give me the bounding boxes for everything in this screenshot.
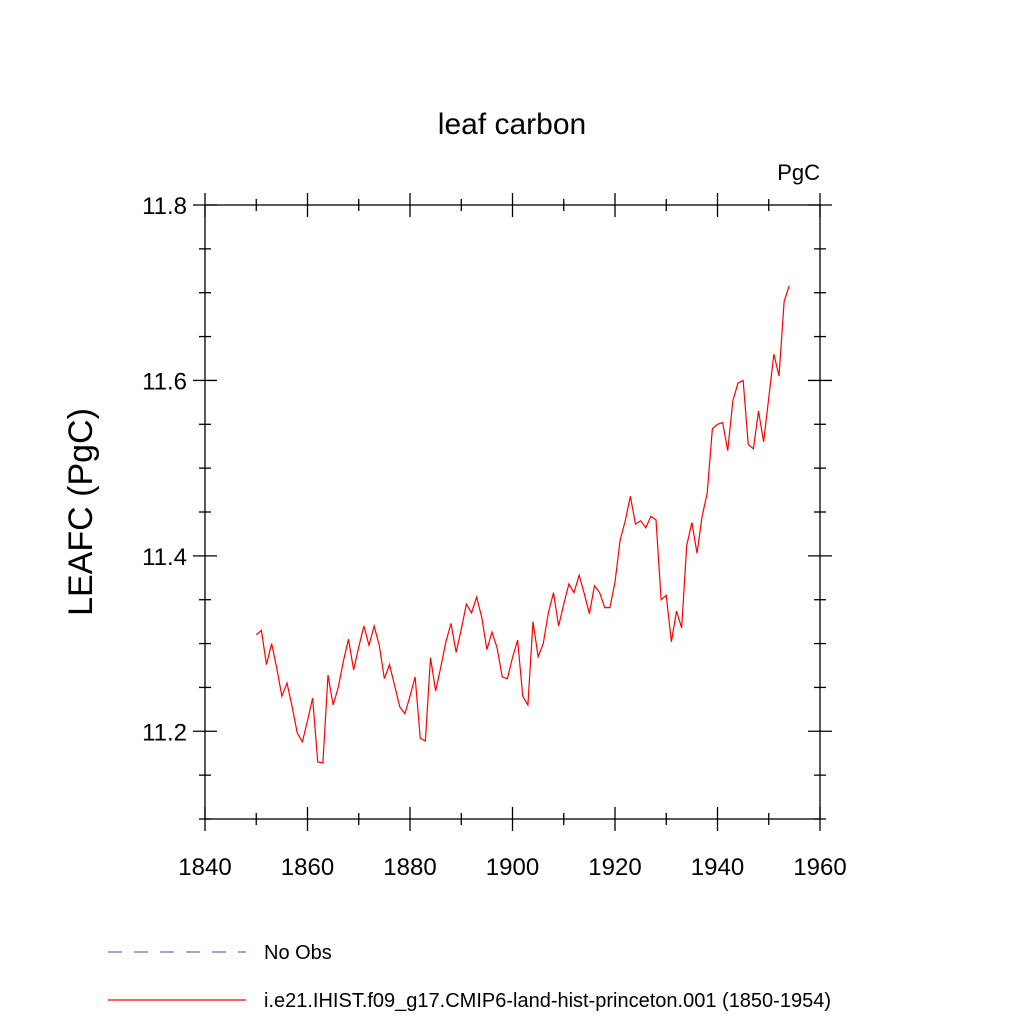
y-tick-label: 11.6 — [142, 368, 187, 395]
x-tick-label: 1940 — [691, 854, 744, 881]
plot-frame — [204, 204, 821, 820]
legend: No Obs i.e21.IHIST.f09_g17.CMIP6-land-his… — [108, 942, 831, 1012]
x-tick-label: 1900 — [486, 854, 539, 881]
x-tick-label: 1840 — [178, 854, 231, 881]
plot-lines — [255, 285, 790, 764]
x-tick-label: 1920 — [588, 854, 641, 881]
x-tick-label: 1960 — [793, 854, 846, 881]
axis-ticks — [193, 193, 832, 831]
axis-tick-labels: 1840 1860 1880 1900 1920 1940 1960 11.2 11.4 11.6… — [142, 193, 847, 881]
y-tick-label: 11.2 — [142, 719, 187, 746]
y-tick-label: 11.4 — [142, 544, 187, 571]
x-tick-label: 1860 — [281, 854, 334, 881]
chart-title: leaf carbon — [438, 108, 586, 141]
legend-label: i.e21.IHIST.f09_g17.CMIP6-land-hist-prin… — [264, 990, 831, 1012]
series-line-1 — [255, 285, 790, 764]
y-tick-label: 11.8 — [142, 193, 187, 220]
legend-label: No Obs — [264, 942, 332, 964]
y-axis-label: LEAFC (PgC) — [62, 408, 100, 616]
units-label: PgC — [777, 160, 820, 185]
x-tick-label: 1880 — [383, 854, 436, 881]
